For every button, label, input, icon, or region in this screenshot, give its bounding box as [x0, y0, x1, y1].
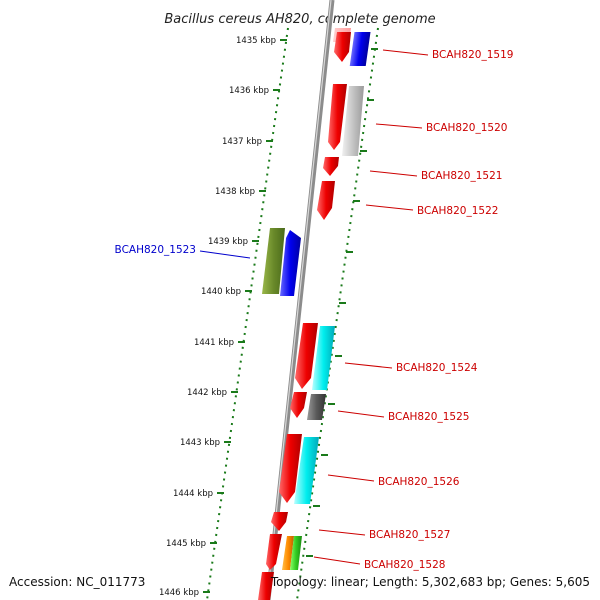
- gene-block-blue[interactable]: [349, 32, 371, 66]
- gene-arrow-red[interactable]: [271, 512, 288, 531]
- gene-label-bcah820-1519[interactable]: BCAH820_1519: [432, 49, 513, 61]
- gene-label-bcah820-1521[interactable]: BCAH820_1521: [421, 170, 502, 182]
- tick-label: 1441 kbp: [194, 338, 234, 348]
- gene-arrow-red[interactable]: [317, 181, 335, 220]
- gene-arrow-red[interactable]: [266, 534, 282, 570]
- backbone-highlight: [266, 0, 332, 600]
- gene-label-bcah820-1522[interactable]: BCAH820_1522: [417, 205, 498, 217]
- gene-arrow-red[interactable]: [323, 157, 339, 176]
- gene-label-bcah820-1527[interactable]: BCAH820_1527: [369, 529, 450, 541]
- gene-block-gray[interactable]: [307, 394, 326, 420]
- accession-text: Accession: NC_011773: [9, 575, 146, 589]
- gene-arrow-red[interactable]: [328, 84, 347, 150]
- chromosome-backbone: [265, 0, 335, 600]
- label-leader-lines: [199, 49, 429, 565]
- tick-label: 1435 kbp: [236, 36, 276, 46]
- scale-guide-left: [206, 27, 289, 600]
- gene-arrow-red[interactable]: [279, 434, 302, 503]
- gene-block-cyan[interactable]: [312, 326, 335, 390]
- gene-block-green[interactable]: [290, 536, 302, 570]
- tick-label: 1442 kbp: [187, 388, 227, 398]
- gene-label-bcah820-1525[interactable]: BCAH820_1525: [388, 411, 469, 423]
- gene-block-silver[interactable]: [342, 86, 364, 156]
- left-guide-ticks: 1435 kbp 1436 kbp 1437 kbp 1438 kbp 1439 kbp…: [159, 36, 287, 598]
- tick-label: 1445 kbp: [166, 539, 206, 549]
- gene-arrow-red[interactable]: [290, 392, 307, 418]
- gene-arrow-red[interactable]: [295, 323, 318, 389]
- gene-label-bcah820-1524[interactable]: BCAH820_1524: [396, 362, 478, 374]
- gene-arrow-blue[interactable]: [280, 230, 301, 296]
- gene-block-cyan[interactable]: [294, 437, 319, 504]
- gene-block-olive[interactable]: [262, 228, 285, 294]
- right-guide-ticks: [306, 48, 378, 557]
- tick-label: 1440 kbp: [201, 287, 241, 297]
- gene-arrow-partial[interactable]: [258, 572, 274, 600]
- map-title: Bacillus cereus AH820, complete genome: [164, 12, 435, 27]
- gene-features: [258, 28, 371, 600]
- gene-label-bcah820-1523[interactable]: BCAH820_1523: [115, 244, 196, 256]
- gene-label-bcah820-1526[interactable]: BCAH820_1526: [378, 476, 460, 488]
- tick-label: 1443 kbp: [180, 438, 220, 448]
- scale-guide-right: [296, 27, 379, 600]
- tick-label: 1436 kbp: [229, 86, 269, 96]
- tick-label: 1438 kbp: [215, 187, 255, 197]
- gene-block-partial: [277, 590, 291, 600]
- gene-labels: BCAH820_1519 BCAH820_1520 BCAH820_1521 BCAH…: [115, 49, 514, 571]
- gene-arrow-red[interactable]: [334, 32, 351, 62]
- tick-label: 1439 kbp: [208, 237, 248, 247]
- gene-label-bcah820-1520[interactable]: BCAH820_1520: [426, 122, 507, 134]
- gene-label-bcah820-1528[interactable]: BCAH820_1528: [364, 559, 445, 571]
- tick-label: 1446 kbp: [159, 588, 199, 598]
- tick-label: 1437 kbp: [222, 137, 262, 147]
- genome-stats-text: Topology: linear; Length: 5,302,683 bp; …: [270, 575, 590, 589]
- tick-label: 1444 kbp: [173, 489, 213, 499]
